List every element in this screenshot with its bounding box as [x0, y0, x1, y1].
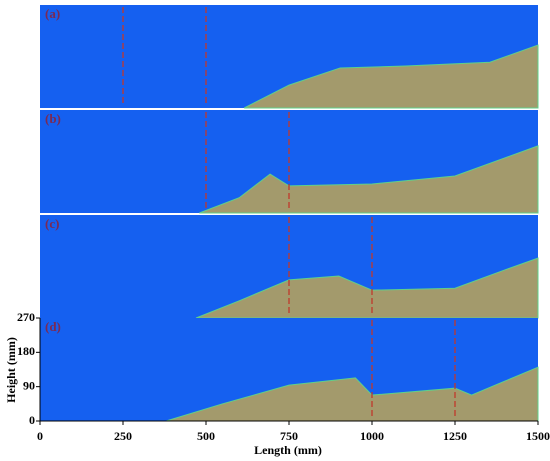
x-tick-label: 250: [114, 429, 132, 443]
deposit-profile: [195, 257, 539, 319]
y-tick-label: 270: [17, 310, 35, 324]
y-tick-label: 90: [23, 378, 35, 392]
x-tick-label: 1500: [526, 429, 550, 443]
deposit-profile: [166, 366, 539, 422]
deposit-profile: [243, 44, 539, 109]
x-tick-label: 1000: [360, 429, 384, 443]
panel-label: (c): [45, 216, 59, 231]
y-tick-label: 0: [29, 413, 35, 427]
panel-label: (d): [45, 319, 61, 334]
x-tick-label: 750: [280, 429, 298, 443]
x-tick-label: 500: [197, 429, 215, 443]
x-tick-label: 1250: [443, 429, 467, 443]
y-axis-label: Height (mm): [4, 337, 18, 403]
panel-label: (a): [45, 6, 60, 21]
panel-label: (b): [45, 111, 61, 126]
deposit-profile: [199, 145, 539, 214]
x-tick-label: 0: [37, 429, 43, 443]
x-axis-label: Length (mm): [254, 443, 322, 457]
y-tick-label: 180: [17, 344, 35, 358]
